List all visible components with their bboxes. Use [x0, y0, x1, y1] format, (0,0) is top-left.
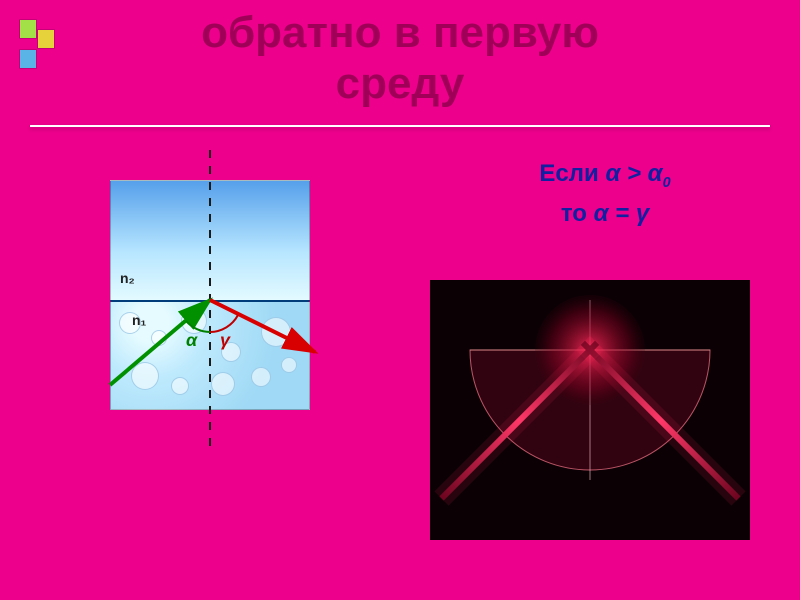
label-n1: n₁: [132, 312, 146, 328]
cond-alpha-eq-gamma: α = γ: [594, 200, 650, 227]
cond-sub0: 0: [663, 175, 671, 191]
label-gamma: γ: [220, 330, 230, 351]
title-line1: обратно в первую: [201, 8, 599, 57]
title-underline: [30, 125, 770, 127]
label-alpha: α: [186, 330, 197, 351]
cond-alpha-gt: α > α: [605, 160, 662, 187]
condition-text: Если α > α0 то α = γ: [430, 155, 780, 233]
slide-title: обратно в первую среду: [0, 8, 800, 109]
cond-if: Если: [539, 160, 605, 187]
refraction-diagram: n₂ n₁ α γ: [90, 180, 330, 420]
title-line2: среду: [336, 59, 465, 108]
label-n2: n₂: [120, 270, 135, 286]
experiment-photo: [430, 280, 750, 540]
cond-then: то: [561, 200, 594, 227]
ray-overlay: [90, 180, 330, 440]
